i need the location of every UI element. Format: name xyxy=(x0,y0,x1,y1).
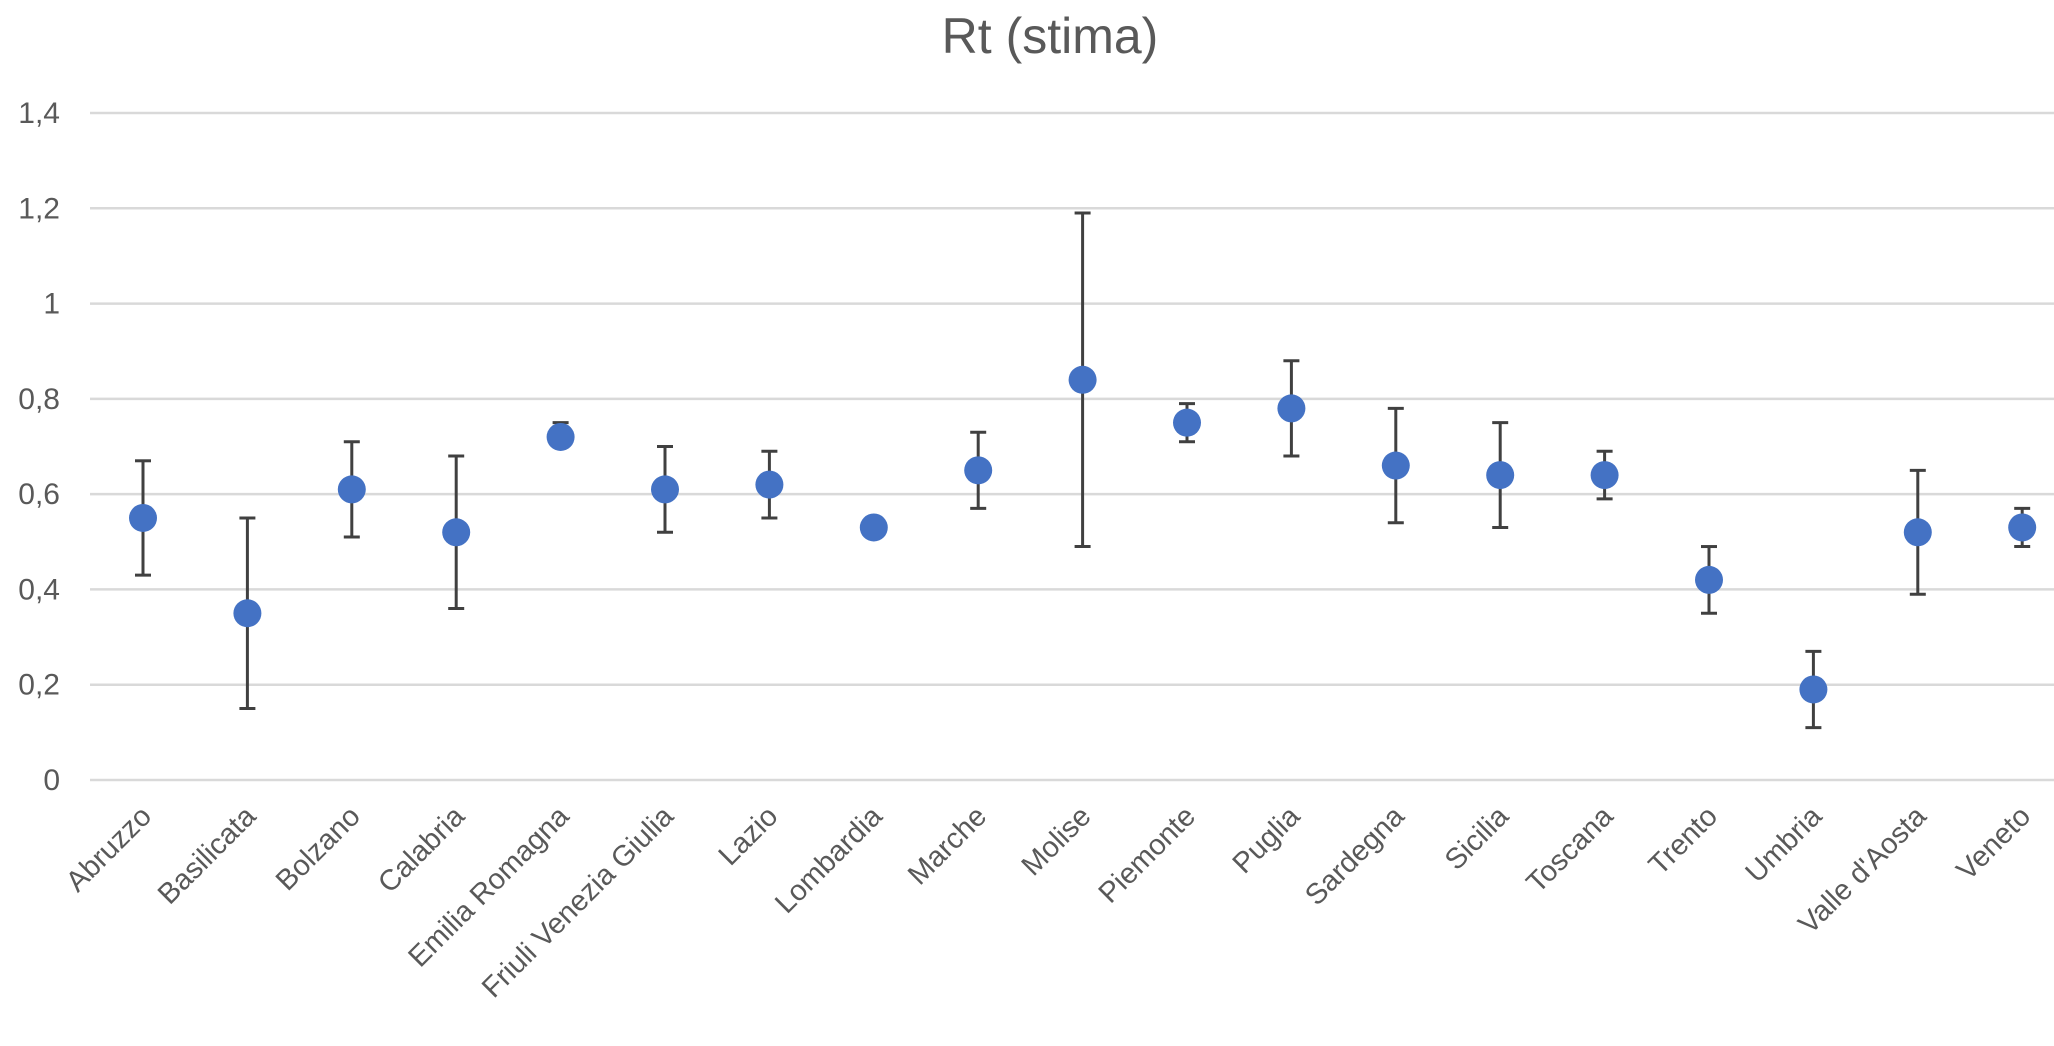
x-category-label: Piemonte xyxy=(1093,800,1202,909)
x-category-label: Veneto xyxy=(1951,800,2037,886)
y-tick-label: 0,6 xyxy=(18,478,60,511)
data-point xyxy=(546,422,575,451)
data-point xyxy=(1903,518,1932,547)
y-tick-label: 1,4 xyxy=(18,97,60,130)
y-tick-label: 0,8 xyxy=(18,383,60,416)
x-category-label: Puglia xyxy=(1227,800,1307,880)
data-point xyxy=(1799,675,1828,704)
x-category-label: Molise xyxy=(1016,800,1098,882)
x-category-label: Calabria xyxy=(372,800,472,900)
y-tick-label: 1 xyxy=(43,288,60,321)
x-category-label: Sardegna xyxy=(1299,800,1411,912)
x-category-label: Toscana xyxy=(1521,800,1621,900)
data-point xyxy=(1695,565,1723,594)
data-point xyxy=(859,513,888,542)
y-tick-label: 1,2 xyxy=(18,192,60,225)
x-category-label: Trento xyxy=(1643,800,1724,881)
data-point xyxy=(1173,408,1201,437)
gridlines xyxy=(90,111,2054,782)
x-category-label: Friuli Venezia Giulia xyxy=(476,800,680,1004)
data-point xyxy=(1486,461,1515,490)
y-axis-ticks: 0 0,2 0,4 0,6 0,8 1 1,2 1,4 xyxy=(18,97,60,797)
y-tick-label: 0 xyxy=(43,764,60,797)
x-category-label: Bolzano xyxy=(270,800,367,897)
data-point xyxy=(964,456,993,485)
data-point xyxy=(1590,461,1619,490)
y-tick-label: 0,4 xyxy=(18,573,60,606)
data-point xyxy=(651,475,679,504)
x-category-label: Lazio xyxy=(713,800,785,872)
error-bars xyxy=(135,211,2031,730)
data-point xyxy=(1277,394,1306,423)
data-point xyxy=(1068,365,1097,394)
x-category-label: Umbria xyxy=(1740,800,1829,889)
data-point xyxy=(233,599,262,628)
data-point xyxy=(755,470,784,499)
data-point xyxy=(1381,451,1410,480)
data-point xyxy=(2008,513,2037,542)
y-tick-label: 0,2 xyxy=(18,669,60,702)
data-points xyxy=(129,365,2037,704)
data-point xyxy=(337,475,366,504)
x-category-label: Lombardia xyxy=(769,800,889,920)
x-category-label: Abruzzo xyxy=(60,800,158,898)
x-category-label: Basilicata xyxy=(152,800,263,911)
x-category-label: Sicilia xyxy=(1439,800,1516,877)
data-point xyxy=(129,503,157,532)
chart-title: Rt (stima) xyxy=(941,8,1159,64)
x-category-label: Marche xyxy=(902,800,993,891)
data-point xyxy=(442,518,471,547)
